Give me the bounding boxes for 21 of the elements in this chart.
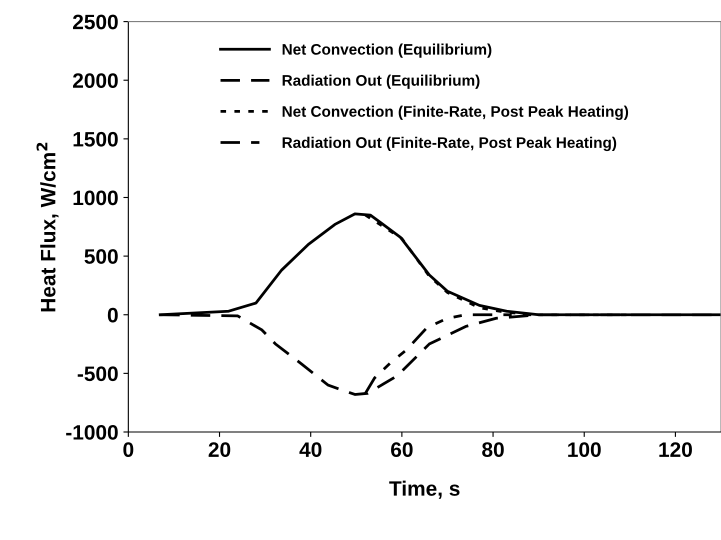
legend-label: Net Convection (Finite-Rate, Post Peak Heating) xyxy=(282,106,628,120)
y-axis-title: Heat Flux, W/cm$^{2}$ xyxy=(36,142,59,312)
y-tick-label: 1000 xyxy=(74,190,118,206)
y-tick-label: -500 xyxy=(78,366,118,382)
legend-label: Radiation Out (Equilibrium) xyxy=(282,74,480,89)
y-tick-label: 2500 xyxy=(72,14,118,30)
y-tick-label: 0 xyxy=(108,308,118,322)
x-tick-label: 120 xyxy=(659,442,692,458)
x-tick-label: 0 xyxy=(123,442,134,458)
y-tick-label: 1500 xyxy=(74,132,118,147)
y-tick-label: -1000 xyxy=(66,425,118,440)
x-axis-title: Time, s xyxy=(389,480,460,499)
x-tick-label: 20 xyxy=(208,442,230,458)
legend-label: Net Convection (Equilibrium) xyxy=(282,44,492,58)
x-tick-label: 100 xyxy=(568,442,601,458)
y-tick-label: 2000 xyxy=(72,73,118,88)
y-tick-label: 500 xyxy=(84,249,118,264)
x-tick-label: 80 xyxy=(482,442,504,458)
legend-label: Radiation Out (Finite-Rate, Post Peak Heating) xyxy=(282,136,616,152)
x-tick-label: 60 xyxy=(391,442,413,458)
x-tick-label: 40 xyxy=(299,442,322,458)
